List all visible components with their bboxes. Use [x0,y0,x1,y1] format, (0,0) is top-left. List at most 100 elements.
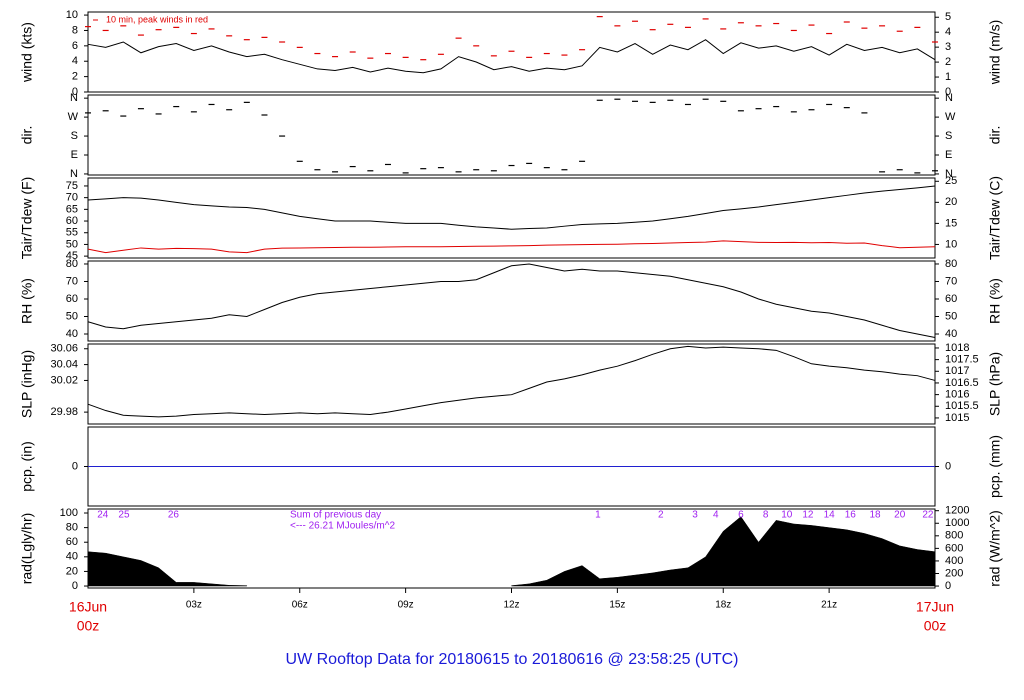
y-axis-label: SLP (inHg) [19,350,35,418]
y-axis-label: dir. [19,126,35,145]
y2-tick-label: 400 [945,555,963,567]
y-tick-label: 0 [72,86,78,98]
y2-tick-label: W [945,111,956,123]
annotation: 10 min, peak winds in red [106,14,208,24]
hour-label: 24 [97,510,109,521]
y2-tick-label: 4 [945,26,951,38]
y2-tick-label: 1016.5 [945,377,979,389]
y-tick-label: 80 [66,522,78,534]
radiation-area [87,516,936,587]
hour-label: 26 [168,510,180,521]
y2-tick-label: 10 [945,238,957,250]
y2-tick-label: 600 [945,542,963,554]
hour-label: 1 [595,510,601,521]
hour-label: 4 [713,510,719,521]
series-line [87,240,936,254]
y2-tick-label: 1018 [945,342,969,354]
y2-tick-label: 1200 [945,505,969,517]
y-tick-label: 30.02 [50,374,78,386]
x-date-label: 00z [924,618,947,634]
y2-tick-label: 20 [945,196,957,208]
y-tick-label: 6 [72,40,78,52]
y-tick-label: 40 [66,551,78,563]
y2-axis-label: wind (m/s) [987,20,1003,86]
panel-frame [87,343,936,425]
y2-axis-label: rad (W/m^2) [987,510,1003,587]
series-line [87,39,936,74]
x-date-label: 16Jun [69,599,107,615]
y2-tick-label: 0 [945,580,951,592]
y-tick-label: 10 [66,9,78,21]
y-tick-label: 4 [72,55,78,67]
y-tick-label: E [71,149,78,161]
hour-label: 25 [118,510,130,521]
y-tick-label: 45 [66,250,78,262]
hour-label: 10 [781,510,793,521]
y2-axis-label: pcp. (mm) [987,435,1003,498]
x-tick-label: 21z [821,600,837,611]
y2-axis-label: dir. [987,126,1003,145]
y2-tick-label: 200 [945,567,963,579]
y2-tick-label: S [945,130,952,142]
y2-axis-label: Tair/Tdew (C) [987,176,1003,260]
y2-tick-label: 2 [945,56,951,68]
y-axis-label: pcp. (in) [19,441,35,492]
y-axis-label: RH (%) [19,278,35,324]
panel-frame [87,94,936,176]
y-tick-label: 55 [66,227,78,239]
y-tick-label: 29.98 [50,406,78,418]
y2-axis-label: RH (%) [987,278,1003,324]
panel-frame [87,177,936,259]
y2-axis-label: SLP (hPa) [987,352,1003,416]
y-tick-label: 80 [66,258,78,270]
hour-label: 12 [802,510,814,521]
y-axis-label: rad(Lgly/hr) [19,513,35,585]
page-title: UW Rooftop Data for 20180615 to 20180616… [286,651,739,668]
y2-tick-label: 1000 [945,517,969,529]
y2-tick-label: 25 [945,175,957,187]
y2-tick-label: 800 [945,530,963,542]
y-tick-label: S [71,130,78,142]
y2-tick-label: E [945,149,952,161]
y2-tick-label: 70 [945,275,957,287]
y2-tick-label: 1016 [945,389,969,401]
y-tick-label: 65 [66,203,78,215]
y2-tick-label: 0 [945,86,951,98]
y2-tick-label: 60 [945,293,957,305]
y-tick-label: 20 [66,565,78,577]
y2-tick-label: N [945,92,953,104]
y2-tick-label: 1015 [945,412,969,424]
y2-tick-label: N [945,168,953,180]
y-tick-label: 0 [72,460,78,472]
hour-label: 22 [922,510,934,521]
y2-tick-label: 40 [945,328,957,340]
x-tick-label: 12z [503,600,519,611]
y2-tick-label: 1017 [945,365,969,377]
y-tick-label: 100 [60,507,78,519]
x-tick-label: 03z [186,600,202,611]
x-tick-label: 18z [715,600,731,611]
series-line [87,263,936,338]
x-tick-label: 06z [292,600,308,611]
y2-tick-label: 50 [945,310,957,322]
y2-tick-label: 0 [945,460,951,472]
panel-frame [87,11,936,93]
x-tick-label: 15z [609,600,625,611]
hour-label: 18 [869,510,881,521]
x-tick-label: 09z [398,600,414,611]
y-tick-label: 8 [72,24,78,36]
y-tick-label: N [70,168,78,180]
y-tick-label: 2 [72,71,78,83]
hour-label: 14 [824,510,836,521]
hour-label: 16 [845,510,857,521]
y-tick-label: 70 [66,275,78,287]
y2-tick-label: 1017.5 [945,354,979,366]
y-tick-label: 50 [66,310,78,322]
hour-label: 8 [763,510,769,521]
y-tick-label: 60 [66,293,78,305]
y-tick-label: 70 [66,192,78,204]
y2-tick-label: 1 [945,71,951,83]
x-date-label: 17Jun [916,599,954,615]
y-tick-label: 40 [66,328,78,340]
series-line [87,185,936,230]
